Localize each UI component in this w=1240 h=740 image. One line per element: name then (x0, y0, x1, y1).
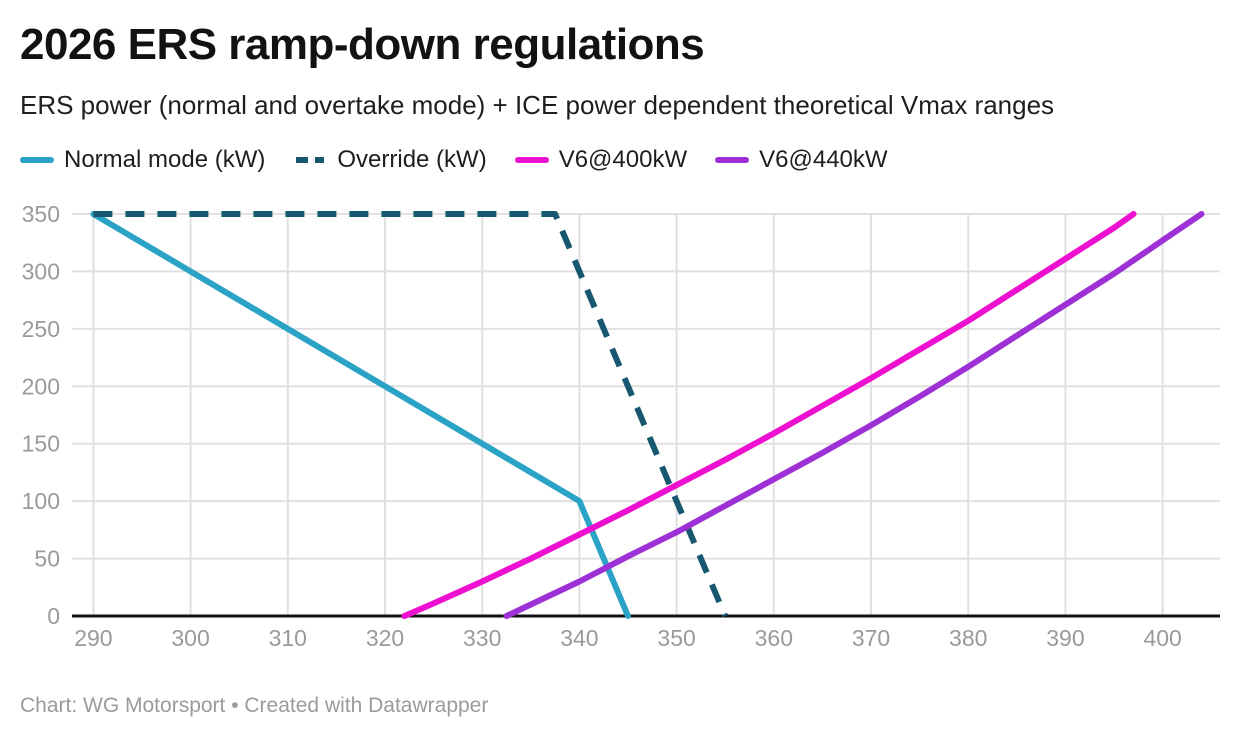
legend-item: V6@440kW (715, 146, 888, 174)
y-tick-label: 50 (34, 546, 60, 572)
legend-item: Override (kW) (293, 146, 487, 174)
x-tick-label: 340 (560, 625, 598, 651)
y-tick-label: 300 (22, 258, 60, 284)
y-tick-label: 100 (22, 488, 60, 514)
x-tick-label: 320 (366, 625, 404, 651)
series-line-v6-440kw (503, 211, 1205, 619)
y-tick-label: 0 (47, 603, 60, 629)
chart-title: 2026 ERS ramp-down regulations (20, 20, 705, 69)
legend-label: Override (kW) (337, 146, 487, 173)
series-line-v6-400kw (401, 211, 1137, 619)
x-tick-label: 400 (1143, 625, 1181, 651)
x-tick-label: 360 (755, 625, 793, 651)
plot-area: 0 50 100 150 200 250 300 350 290 300 310 320 330 340 3… (22, 201, 1220, 651)
x-tick-label: 330 (463, 625, 501, 651)
x-tick-label: 390 (1046, 625, 1084, 651)
y-tick-label: 250 (22, 316, 60, 342)
x-tick-label: 370 (852, 625, 890, 651)
y-tick-label: 350 (22, 201, 60, 227)
footer-attribution: Chart: WG Motorsport • Created with Data… (20, 694, 489, 717)
x-tick-label: 300 (171, 625, 209, 651)
series-line-normal-mode-kw- (90, 211, 631, 619)
x-tick-label: 350 (657, 625, 695, 651)
x-tick-label: 310 (269, 625, 307, 651)
legend-label: Normal mode (kW) (64, 146, 266, 173)
x-tick-label: 380 (949, 625, 987, 651)
legend-item: V6@400kW (514, 146, 688, 174)
legend-label: V6@400kW (558, 146, 688, 173)
legend: Normal mode (kW) Override (kW) V6@400kW V6@… (20, 146, 888, 174)
legend-swatch-icon (296, 157, 325, 163)
legend-label: V6@440kW (759, 146, 888, 173)
x-tick-label: 290 (74, 625, 112, 651)
legend-item: Normal mode (kW) (20, 146, 265, 174)
legend-swatch-icon (20, 157, 54, 163)
legend-swatch-icon (715, 157, 750, 163)
series-line-override-kw- (93, 211, 728, 618)
y-tick-label: 150 (22, 431, 60, 457)
legend-swatch-icon (514, 157, 549, 163)
y-tick-label: 200 (22, 373, 60, 399)
chart-subtitle: ERS power (normal and overtake mode) + I… (20, 90, 1055, 120)
